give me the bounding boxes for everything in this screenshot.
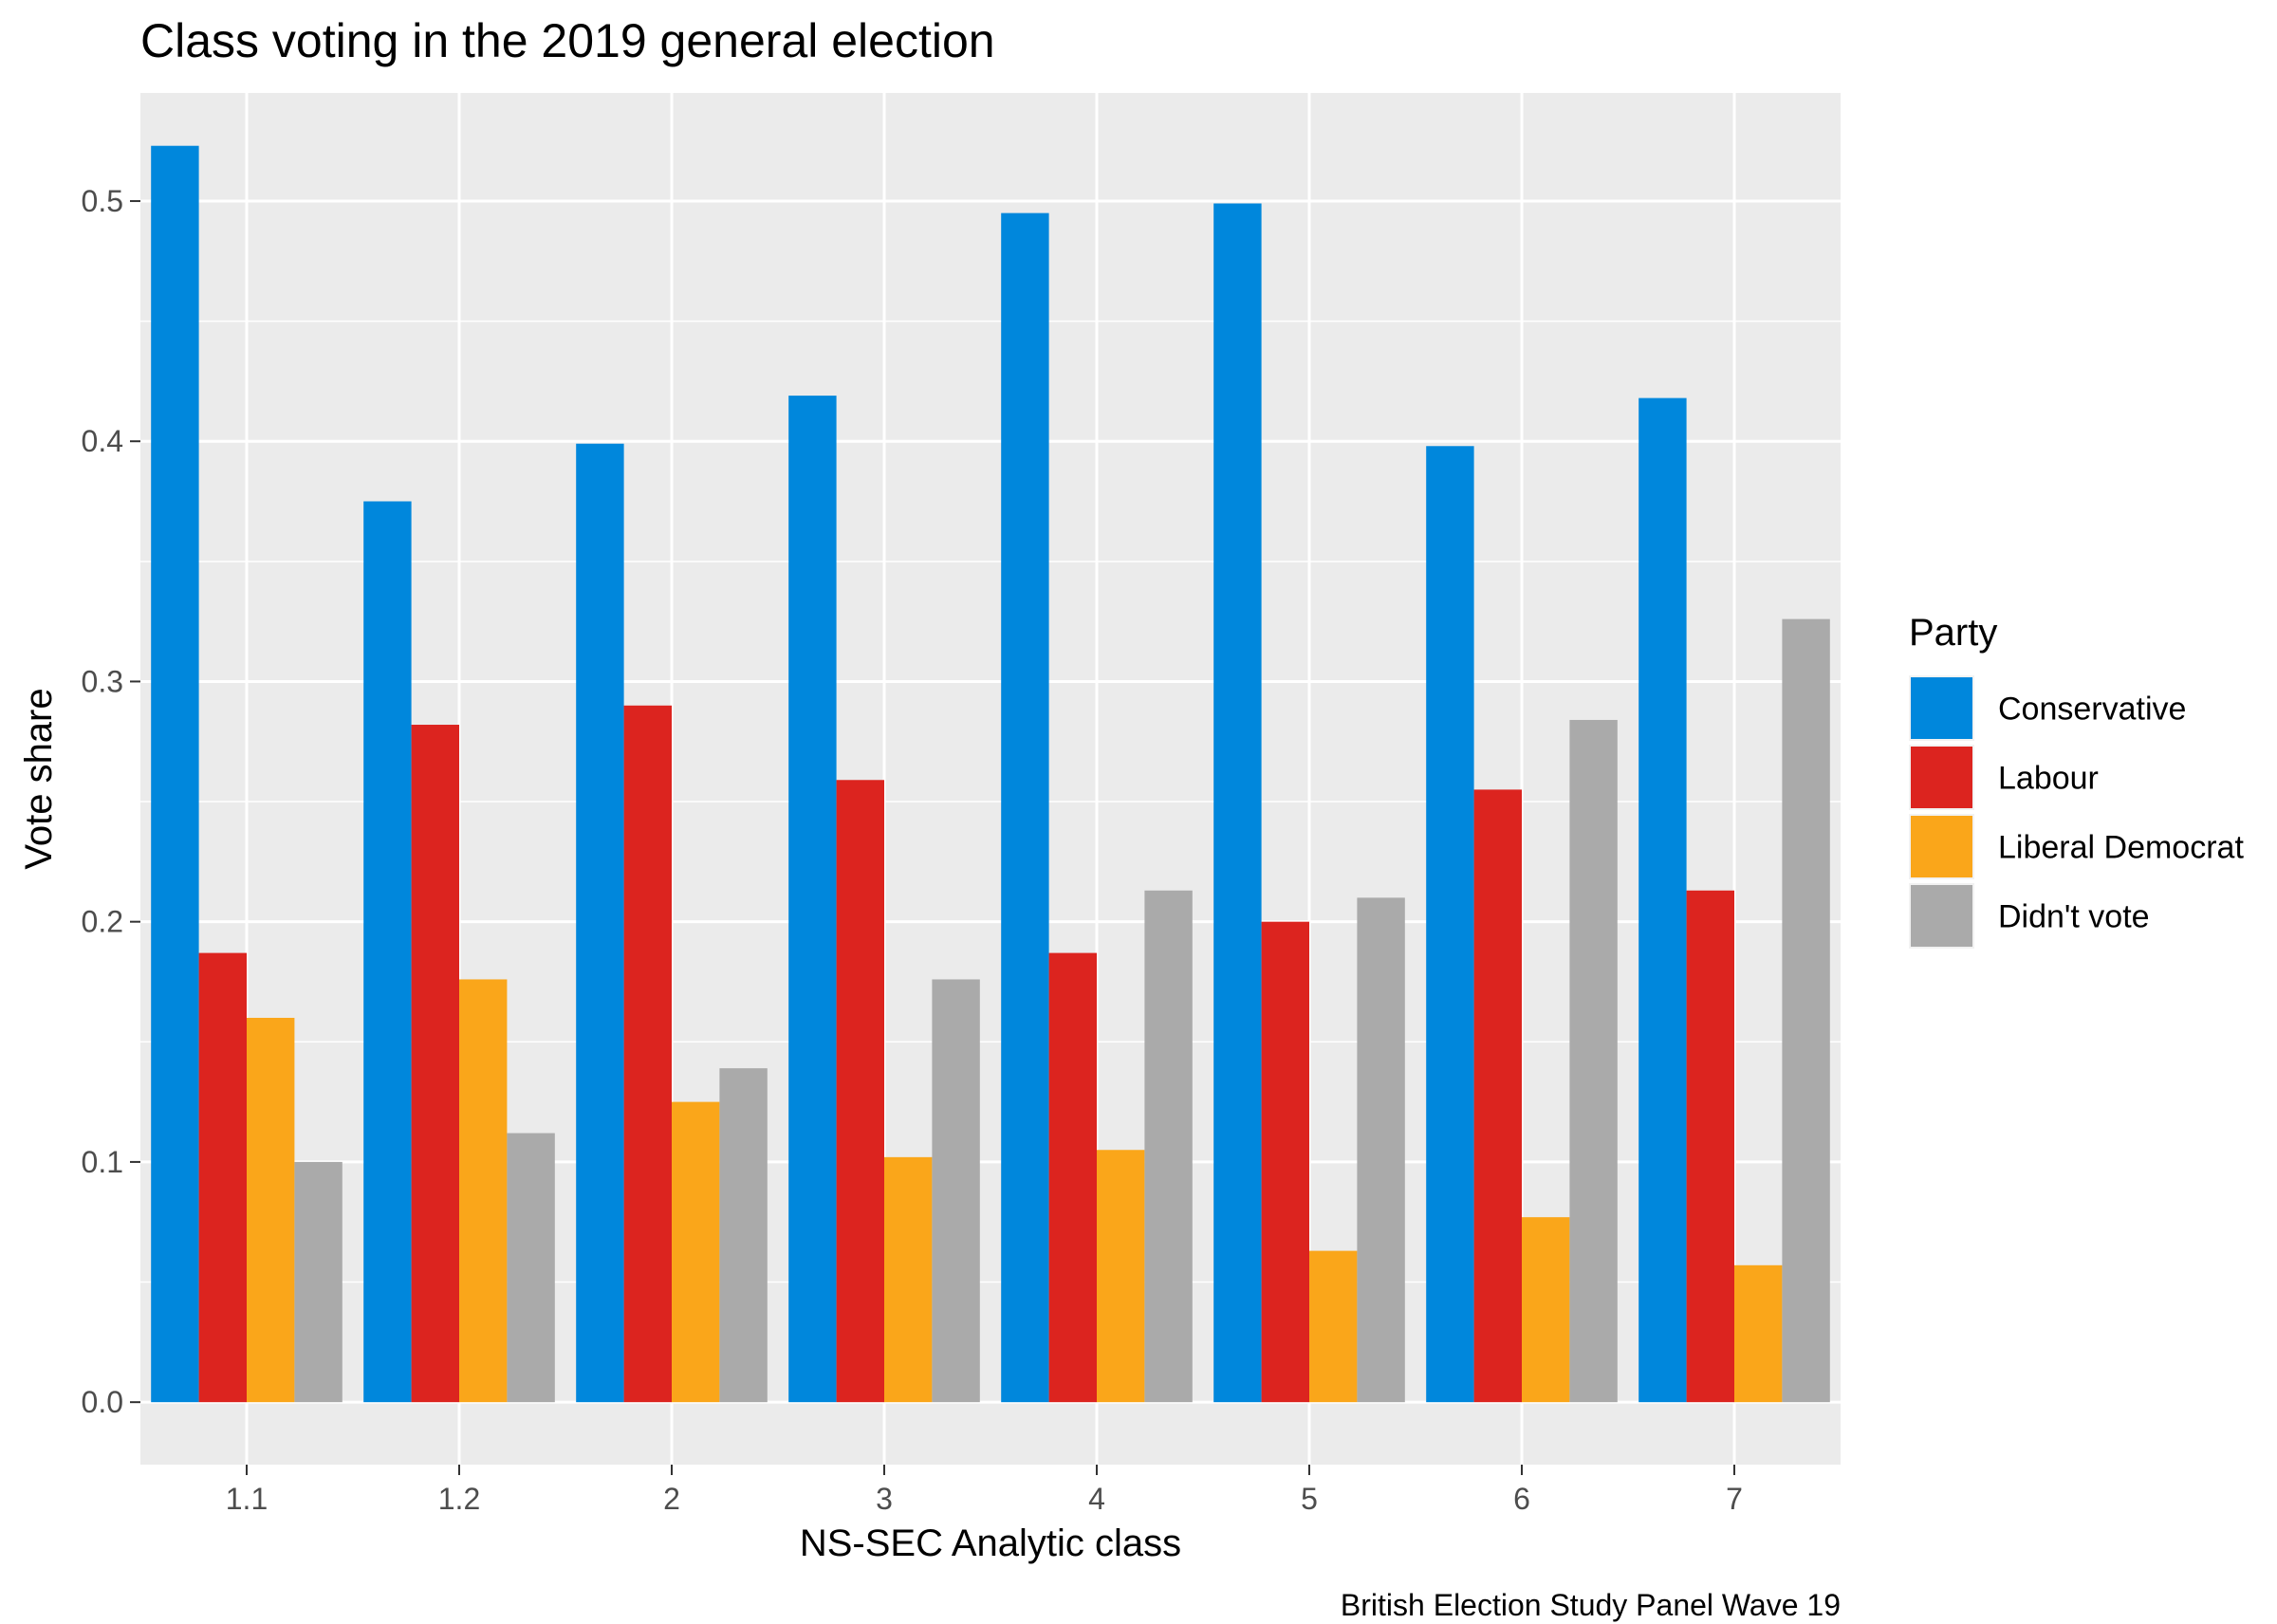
y-tick-label: 0.2	[82, 905, 123, 939]
legend-label: Labour	[1998, 761, 2099, 797]
bar-labour-4	[1048, 952, 1097, 1403]
bar-liberal-democrat-7	[1734, 1264, 1783, 1403]
bar-liberal-democrat-2	[672, 1101, 720, 1403]
bar-liberal-democrat-3	[884, 1156, 933, 1403]
bar-liberal-democrat-1-1	[247, 1017, 295, 1403]
bar-liberal-democrat-5	[1309, 1250, 1358, 1403]
x-tick-label: 5	[1301, 1482, 1318, 1516]
chart-title: Class voting in the 2019 general electio…	[140, 14, 995, 67]
caption: British Election Study Panel Wave 19	[1341, 1588, 1841, 1622]
x-tick-label: 6	[1513, 1482, 1530, 1516]
x-axis: 1.1 1.2 2 3 4 5 6 7	[226, 1465, 1743, 1516]
bar-labour-6	[1473, 789, 1522, 1403]
bar-didn-t-vote-7	[1782, 618, 1830, 1403]
bar-conservative-1-1	[151, 145, 199, 1403]
bar-didn-t-vote-6	[1569, 719, 1618, 1403]
bar-conservative-6	[1426, 446, 1474, 1403]
bar-labour-2	[623, 705, 672, 1403]
bar-labour-1-2	[411, 725, 459, 1403]
bar-didn-t-vote-2	[719, 1068, 768, 1403]
bar-labour-7	[1686, 890, 1734, 1403]
legend-swatch	[1911, 885, 1972, 947]
bar-didn-t-vote-1-2	[507, 1133, 555, 1403]
legend-title: Party	[1909, 612, 1997, 654]
y-tick-label: 0.1	[82, 1145, 123, 1179]
y-tick-label: 0.3	[82, 664, 123, 698]
legend-swatch	[1911, 677, 1972, 739]
bar-conservative-4	[1001, 212, 1049, 1403]
x-tick-label: 3	[876, 1482, 893, 1516]
legend-label: Didn't vote	[1998, 899, 2150, 935]
bar-conservative-5	[1213, 203, 1262, 1403]
bar-didn-t-vote-1-1	[294, 1161, 342, 1403]
y-tick-label: 0.5	[82, 184, 123, 218]
bar-liberal-democrat-6	[1522, 1217, 1570, 1403]
legend-swatch	[1911, 747, 1972, 808]
y-tick-label: 0.0	[82, 1385, 123, 1419]
y-tick-label: 0.4	[82, 424, 123, 458]
y-axis: 0.0 0.1 0.2 0.3 0.4 0.5	[82, 184, 140, 1419]
bar-liberal-democrat-4	[1097, 1150, 1145, 1403]
x-axis-title: NS-SEC Analytic class	[800, 1522, 1181, 1564]
x-tick-label: 7	[1726, 1482, 1743, 1516]
bar-didn-t-vote-5	[1357, 897, 1405, 1403]
bar-liberal-democrat-1-2	[459, 979, 508, 1403]
x-tick-label: 4	[1088, 1482, 1105, 1516]
bars	[151, 145, 1830, 1403]
bar-labour-1-1	[198, 952, 247, 1403]
bar-labour-5	[1261, 921, 1309, 1403]
bar-conservative-3	[788, 396, 837, 1403]
bar-conservative-2	[576, 443, 624, 1403]
legend: Conservative Labour Liberal Democrat Didn't…	[1909, 675, 2244, 949]
legend-label: Conservative	[1998, 692, 2186, 728]
x-tick-label: 2	[663, 1482, 680, 1516]
legend-label: Liberal Democrat	[1998, 830, 2244, 866]
bar-labour-3	[836, 780, 884, 1403]
bar-conservative-1-2	[363, 501, 412, 1403]
x-tick-label: 1.2	[438, 1482, 480, 1516]
legend-swatch	[1911, 816, 1972, 877]
y-axis-title: Vote share	[18, 688, 60, 869]
bar-conservative-7	[1638, 397, 1687, 1403]
bar-didn-t-vote-4	[1144, 890, 1193, 1403]
x-tick-label: 1.1	[226, 1482, 268, 1516]
bar-didn-t-vote-3	[932, 979, 980, 1403]
